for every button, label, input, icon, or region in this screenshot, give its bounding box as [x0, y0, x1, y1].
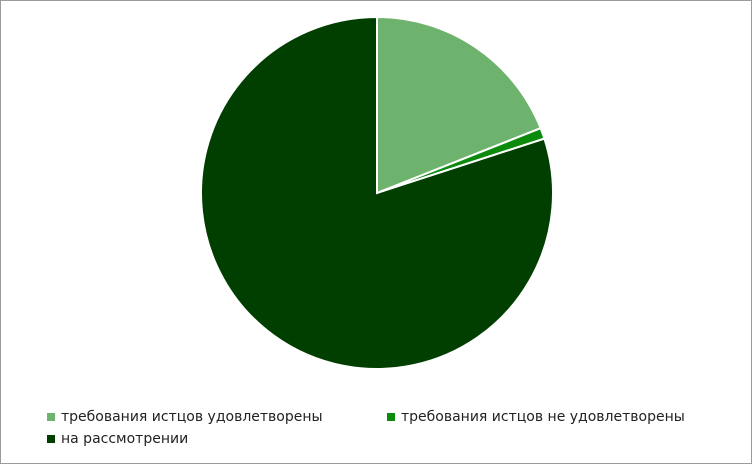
- legend-item: требования истцов удовлетворены: [47, 409, 323, 425]
- legend-swatch: [47, 413, 55, 421]
- legend-label: требования истцов удовлетворены: [61, 409, 323, 425]
- pie-slice-3: [200, 15, 554, 370]
- legend-swatch: [47, 435, 55, 443]
- legend-label: требования истцов не удовлетворены: [401, 409, 685, 425]
- pie-slice-1: [376, 15, 542, 195]
- legend-swatch: [387, 413, 395, 421]
- legend-item: на рассмотрении: [47, 431, 188, 447]
- pie-chart: [200, 15, 554, 370]
- legend-item: требования истцов не удовлетворены: [387, 409, 685, 425]
- legend-label: на рассмотрении: [61, 431, 189, 447]
